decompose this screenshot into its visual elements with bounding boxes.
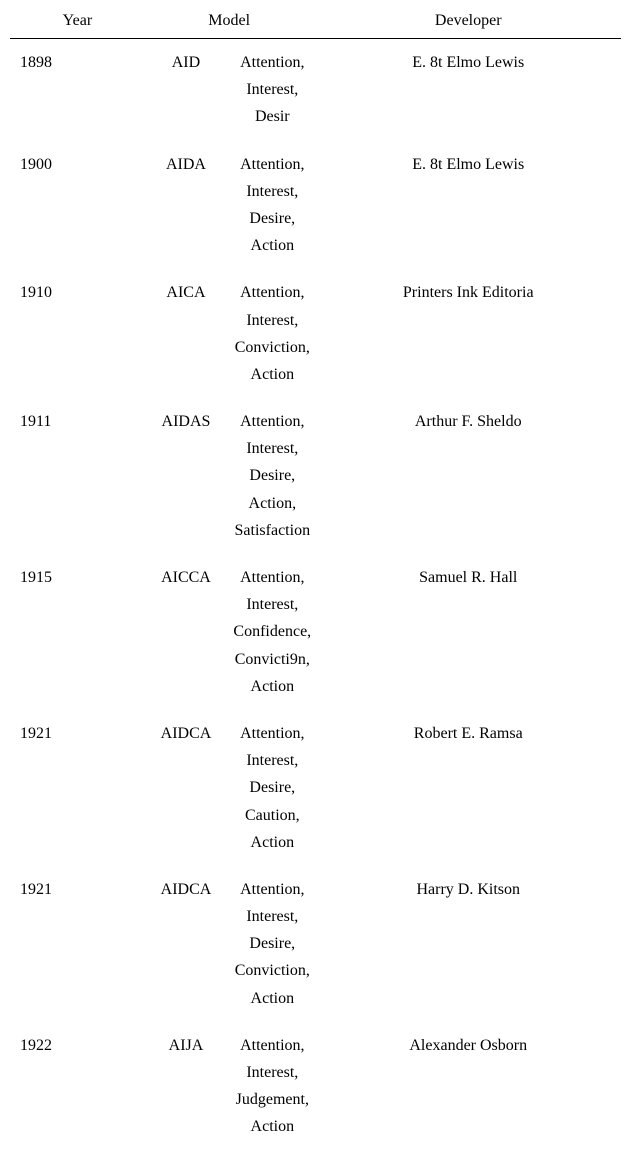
- table-row: 1940 AIDCA Attention, Interest, Desire, …: [10, 1151, 621, 1158]
- table-row: 1922 AIJA Attention, Interest, Judgement…: [10, 1022, 621, 1151]
- table-row: 1898 AID Attention, Interest, Desir E. 8…: [10, 39, 621, 141]
- cell-model: AIDAS: [143, 398, 229, 554]
- cell-model: AICA: [143, 269, 229, 398]
- cell-developer: Robert E. Ramsa: [315, 710, 621, 866]
- table-row: 1910 AICA Attention, Interest, Convictio…: [10, 269, 621, 398]
- cell-developer: Alexander Osborn: [315, 1022, 621, 1151]
- cell-model: AIJA: [143, 1022, 229, 1151]
- table-row: 1911 AIDAS Attention, Interest, Desire, …: [10, 398, 621, 554]
- cell-year: 1911: [10, 398, 143, 554]
- cell-developer: Harry D. Kitson: [315, 866, 621, 1022]
- cell-year: 1898: [10, 39, 143, 141]
- table-row: 1915 AICCA Attention, Interest, Confiden…: [10, 554, 621, 710]
- cell-year: 1940: [10, 1151, 143, 1158]
- models-table: Year Model Developer 1898 AID Attention,…: [10, 8, 621, 1158]
- cell-year: 1910: [10, 269, 143, 398]
- cell-year: 1900: [10, 141, 143, 270]
- cell-developer: Clyde Bedel: [315, 1151, 621, 1158]
- table-row: 1921 AIDCA Attention, Interest, Desire, …: [10, 710, 621, 866]
- cell-developer: E. 8t Elmo Lewis: [315, 141, 621, 270]
- cell-description: Attention, Interest, Confidence, Convict…: [229, 554, 315, 710]
- cell-description: Attention, Interest, Conviction, Action: [229, 269, 315, 398]
- cell-year: 1915: [10, 554, 143, 710]
- cell-model: AICCA: [143, 554, 229, 710]
- cell-model: AIDCA: [143, 866, 229, 1022]
- cell-description: Attention, Interest, Desire, Action: [229, 141, 315, 270]
- col-header-model: Model: [143, 8, 316, 39]
- cell-model: AIDCA: [143, 1151, 229, 1158]
- table-header-row: Year Model Developer: [10, 8, 621, 39]
- table-row: 1900 AIDA Attention, Interest, Desire, A…: [10, 141, 621, 270]
- cell-description: Attention, Interest, Desire, Caution, Ac…: [229, 710, 315, 866]
- cell-description: Attention, Interest, Desire, Conviction,…: [229, 1151, 315, 1158]
- cell-developer: Printers Ink Editoria: [315, 269, 621, 398]
- table-row: 1921 AIDCA Attention, Interest, Desire, …: [10, 866, 621, 1022]
- cell-year: 1921: [10, 866, 143, 1022]
- cell-year: 1921: [10, 710, 143, 866]
- cell-description: Attention, Interest, Desire, Conviction,…: [229, 866, 315, 1022]
- table-body: 1898 AID Attention, Interest, Desir E. 8…: [10, 39, 621, 1158]
- cell-description: Attention, Interest, Judgement, Action: [229, 1022, 315, 1151]
- cell-developer: Samuel R. Hall: [315, 554, 621, 710]
- models-table-container: Year Model Developer 1898 AID Attention,…: [0, 0, 631, 1158]
- cell-description: Attention, Interest, Desir: [229, 39, 315, 141]
- col-header-developer: Developer: [315, 8, 621, 39]
- cell-year: 1922: [10, 1022, 143, 1151]
- cell-model: AIDCA: [143, 710, 229, 866]
- cell-model: AIDA: [143, 141, 229, 270]
- cell-developer: Arthur F. Sheldo: [315, 398, 621, 554]
- cell-description: Attention, Interest, Desire, Action, Sat…: [229, 398, 315, 554]
- cell-developer: E. 8t Elmo Lewis: [315, 39, 621, 141]
- col-header-year: Year: [10, 8, 143, 39]
- cell-model: AID: [143, 39, 229, 141]
